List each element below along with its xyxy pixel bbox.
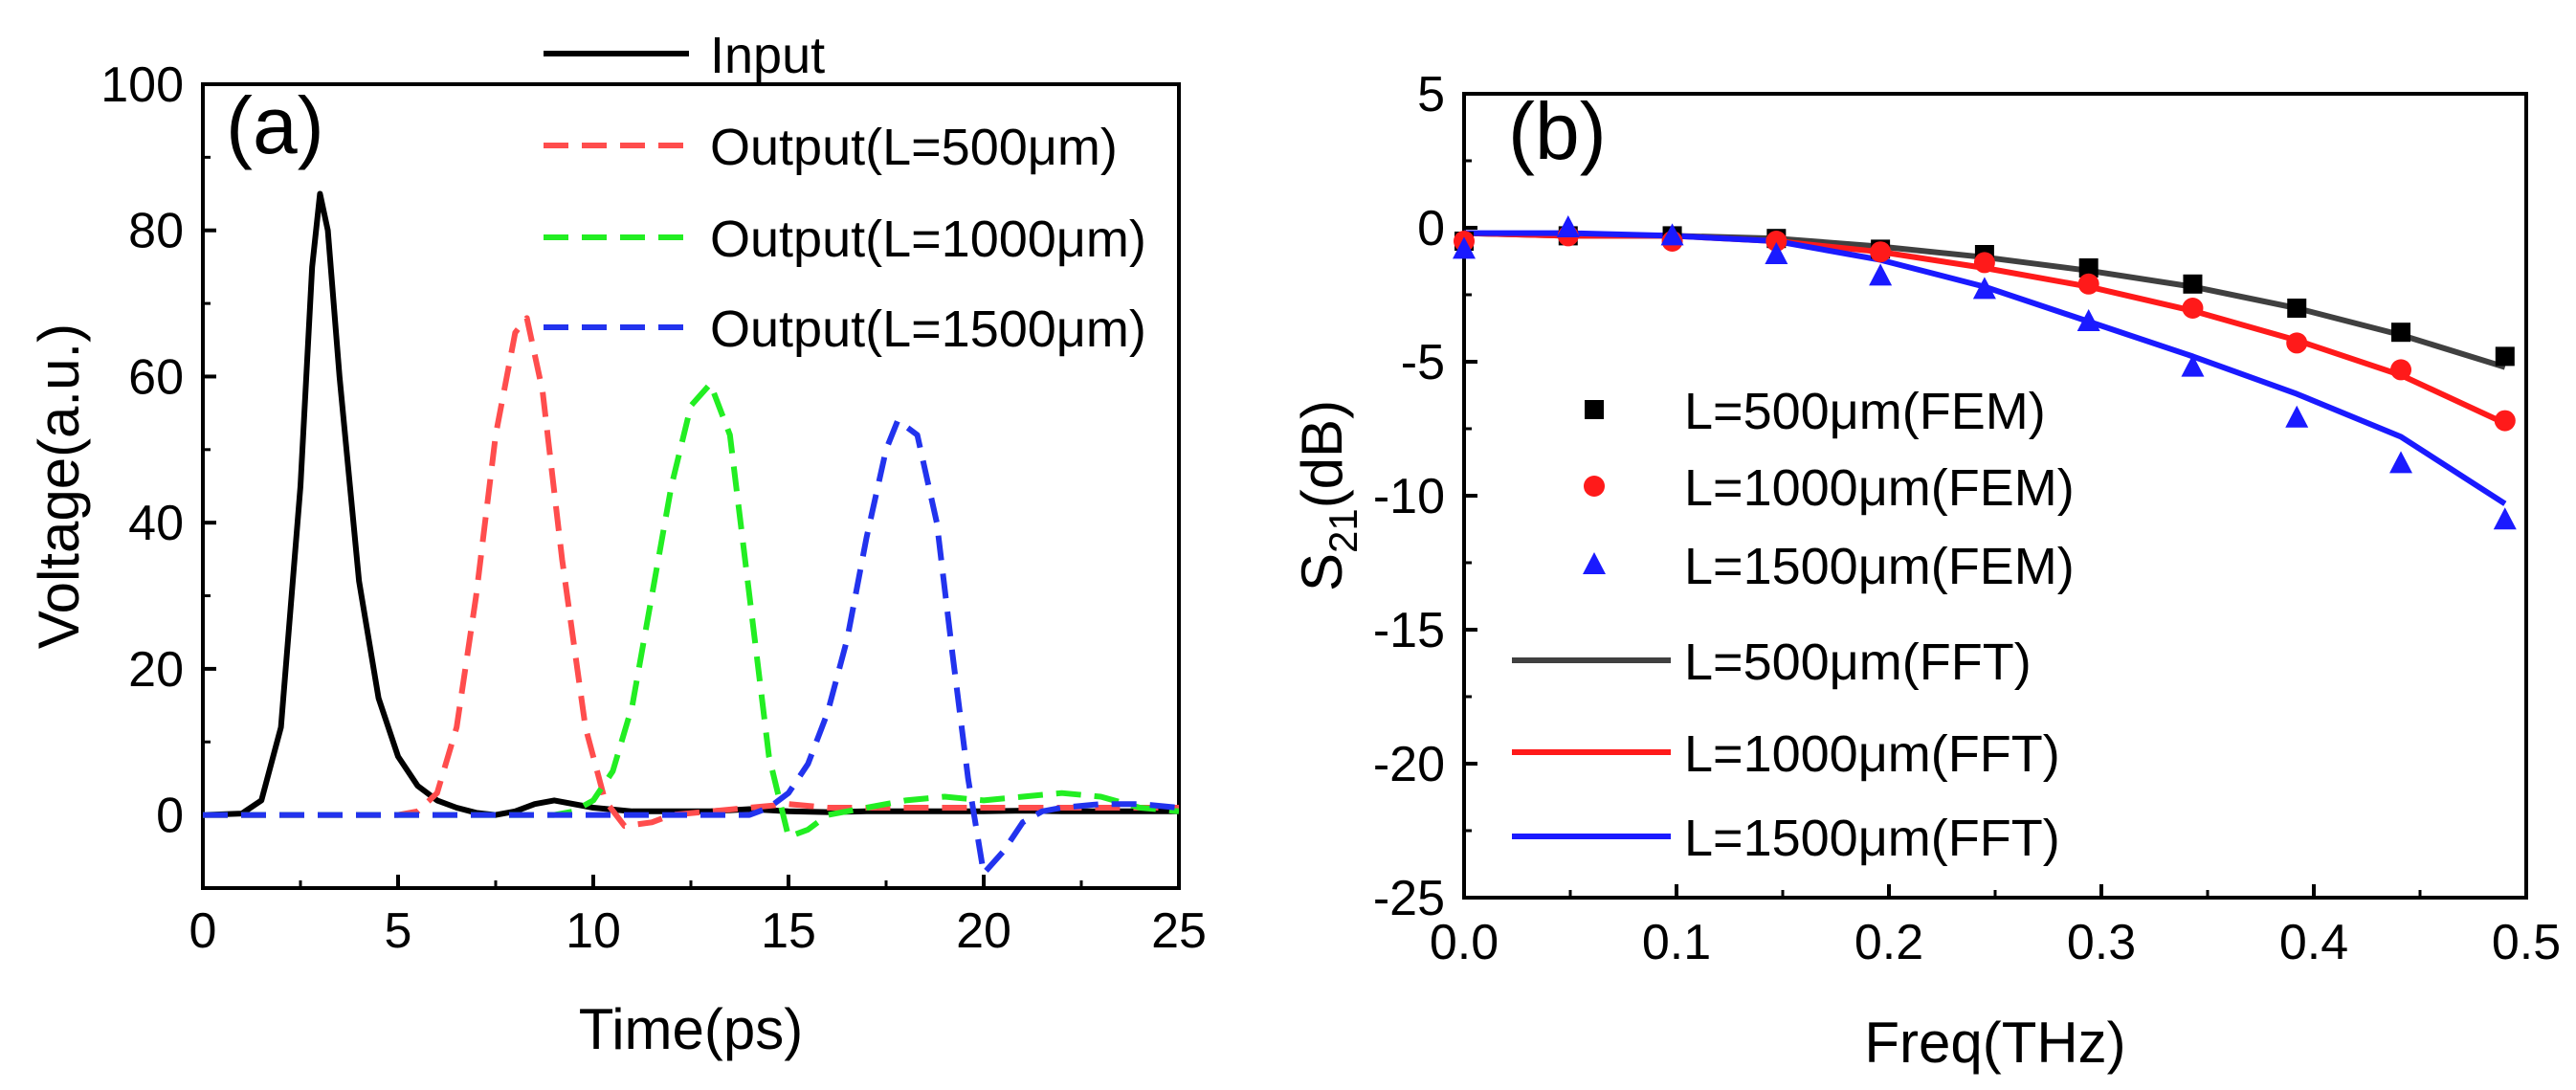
series-line-2	[203, 381, 1179, 840]
y-tick-label: -25	[1373, 871, 1445, 926]
series-point-2	[1556, 215, 1580, 237]
legend-label-4: L=1000μm(FFT)	[1684, 725, 2060, 783]
panel-a-chart: 0 5 10 15 20 25 0 20 40 60 80 100 Time(ps) Voltage(a.…	[27, 27, 1207, 1061]
x-tick-label: 20	[956, 903, 1011, 959]
x-tick-label: 5	[385, 903, 412, 959]
series-point-2	[1972, 277, 1996, 300]
legend-label-3: L=500μm(FFT)	[1684, 634, 2032, 691]
y-axis-label: S21(dB)	[1290, 400, 1366, 591]
x-tick-label: 0.4	[2279, 915, 2348, 970]
y-axis-label: Voltage(a.u.)	[27, 323, 91, 649]
y-axis-label-sub: 21	[1321, 508, 1366, 553]
x-axis-label: Time(ps)	[579, 997, 803, 1061]
x-tick-label: 0.1	[1642, 915, 1711, 970]
series-line-1	[203, 315, 1179, 830]
y-tick-label: 80	[128, 204, 184, 259]
legend-label-2: L=1500μm(FEM)	[1684, 538, 2075, 595]
series-point-1	[2390, 359, 2412, 381]
x-tick-label: 0.5	[2492, 915, 2561, 970]
y-tick-label: 20	[128, 642, 184, 698]
y-tick-label: 40	[128, 496, 184, 551]
series-point-1	[1973, 252, 1995, 274]
series-point-1	[2286, 332, 2308, 354]
series-point-1	[2077, 273, 2099, 295]
legend-swatch-1	[1584, 476, 1605, 497]
series-point-2	[1453, 236, 1476, 259]
series-line-0	[203, 190, 1179, 818]
series-point-2	[2076, 309, 2100, 331]
legend-label-0: L=500μm(FEM)	[1684, 383, 2046, 440]
series-point-2	[2389, 451, 2413, 474]
y-axis-label-unit: (dB)	[1290, 400, 1354, 508]
x-tick-label: 0.2	[1854, 915, 1923, 970]
x-axis-label: Freq(THz)	[1864, 1011, 2125, 1075]
legend-label-3: Output(L=1500μm)	[710, 300, 1146, 358]
series-point-2	[2493, 507, 2517, 530]
series-point-2	[1869, 263, 1893, 286]
series-point-0	[2287, 299, 2307, 318]
legend-label-1: Output(L=500μm)	[710, 119, 1118, 176]
series-point-2	[1765, 242, 1788, 264]
legend-label-1: L=1000μm(FEM)	[1684, 459, 2075, 517]
y-tick-label: 0	[1417, 201, 1445, 256]
series-point-1	[2494, 410, 2516, 432]
series-point-2	[1660, 223, 1684, 246]
series-point-0	[2078, 258, 2099, 278]
series-line-3	[203, 417, 1179, 877]
series-point-2	[2181, 354, 2205, 377]
legend-swatch-2	[1583, 552, 1606, 574]
y-tick-label: 100	[100, 57, 184, 113]
series-point-2	[2285, 405, 2309, 428]
series-point-0	[2183, 274, 2203, 294]
series-point-1	[1765, 231, 1788, 252]
panel-b-chart: 0.0 0.1 0.2 0.3 0.4 0.5 5 0 -5 -10 -15 -20 -25 Freq(T…	[1290, 67, 2561, 1075]
series-point-1	[2182, 298, 2204, 319]
x-tick-label: 25	[1151, 903, 1207, 959]
x-tick-label: 0.0	[1430, 915, 1499, 970]
y-tick-label: 60	[128, 349, 184, 405]
x-tick-label: 10	[566, 903, 621, 959]
x-tick-label: 15	[761, 903, 816, 959]
y-tick-label: -20	[1373, 737, 1445, 792]
legend-label-2: Output(L=1000μm)	[710, 211, 1146, 268]
panel-label: (a)	[226, 80, 324, 170]
series-point-0	[2391, 323, 2411, 343]
x-tick-label: 0	[189, 903, 217, 959]
y-tick-label: -5	[1401, 335, 1445, 390]
legend-label-5: L=1500μm(FFT)	[1684, 810, 2060, 867]
y-axis-label-main: S	[1290, 553, 1354, 591]
y-tick-label: -15	[1373, 603, 1445, 658]
y-tick-label: 5	[1417, 67, 1445, 122]
y-tick-label: -10	[1373, 469, 1445, 524]
panel-label: (b)	[1508, 86, 1607, 176]
legend-label-0: Input	[710, 27, 825, 84]
series-point-0	[2495, 346, 2515, 367]
x-tick-label: 0.3	[2067, 915, 2136, 970]
y-tick-label: 0	[156, 789, 184, 844]
series-point-1	[1870, 241, 1892, 263]
legend-swatch-0	[1585, 400, 1604, 419]
